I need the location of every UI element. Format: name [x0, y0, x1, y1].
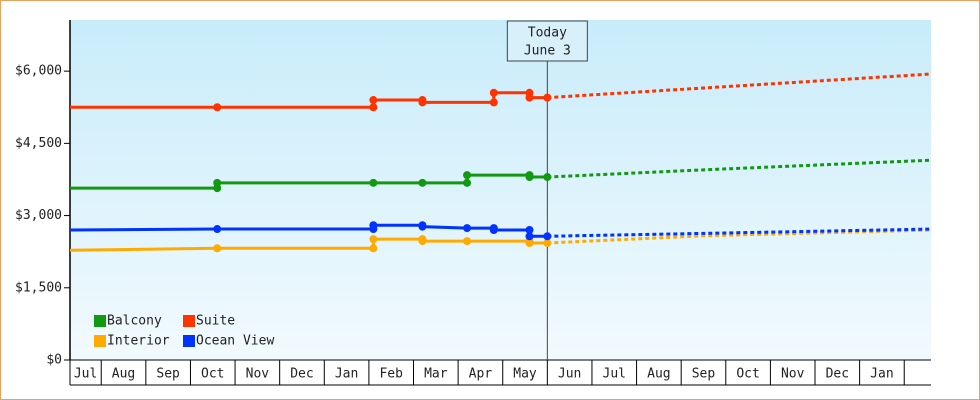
- legend-swatch: [94, 335, 106, 347]
- x-tick-label: Feb: [379, 367, 403, 382]
- y-tick-label: $3,000: [15, 208, 62, 223]
- legend-label: Suite: [196, 314, 235, 329]
- point: [213, 103, 222, 112]
- legend-swatch: [94, 315, 106, 327]
- point: [369, 221, 378, 230]
- x-tick-label: Dec: [826, 367, 849, 382]
- point: [543, 232, 552, 241]
- forecast-line: [547, 227, 932, 238]
- x-tick-label: Jan: [870, 367, 893, 382]
- today-label: Today: [528, 26, 567, 41]
- point: [463, 178, 472, 187]
- legend-label: Interior: [107, 334, 170, 349]
- point: [369, 178, 378, 187]
- point: [525, 232, 534, 241]
- x-tick-label: Apr: [469, 367, 493, 382]
- x-tick-label: Jul: [603, 367, 626, 382]
- y-tick-label: $1,500: [15, 280, 62, 295]
- legend-label: Ocean View: [196, 334, 274, 349]
- x-tick-label: Sep: [156, 367, 180, 382]
- point: [213, 244, 222, 253]
- today-date: June 3: [524, 44, 571, 59]
- x-tick-label: Jan: [335, 367, 358, 382]
- forecast-line: [547, 72, 932, 100]
- x-tick-label: Dec: [290, 367, 313, 382]
- y-tick-label: $4,500: [15, 136, 62, 151]
- point: [489, 88, 498, 97]
- point: [489, 98, 498, 107]
- point: [213, 225, 222, 234]
- legend-swatch: [183, 335, 195, 347]
- y-tick-label: $6,000: [15, 64, 62, 79]
- point: [543, 93, 552, 102]
- x-tick-label: May: [513, 367, 537, 382]
- x-tick-label: Nov: [246, 367, 270, 382]
- point: [489, 226, 498, 235]
- point: [369, 96, 378, 105]
- x-tick-label: Mar: [424, 367, 448, 382]
- point: [525, 93, 534, 102]
- point: [418, 178, 427, 187]
- point: [213, 178, 222, 187]
- x-tick-label: Oct: [201, 367, 224, 382]
- legend-label: Balcony: [107, 314, 162, 329]
- x-tick-label: Sep: [692, 367, 716, 382]
- x-tick-label: Oct: [736, 367, 759, 382]
- x-tick-label: Aug: [647, 367, 670, 382]
- x-tick-label: Jul: [74, 367, 97, 382]
- point: [418, 222, 427, 231]
- point: [369, 244, 378, 253]
- point: [369, 103, 378, 112]
- point: [418, 98, 427, 107]
- today-box: [506, 20, 588, 62]
- point: [463, 171, 472, 180]
- legend-swatch: [183, 315, 195, 327]
- point: [369, 235, 378, 244]
- plot-background: [70, 20, 931, 360]
- x-tick-label: Jun: [558, 367, 581, 382]
- point: [463, 237, 472, 246]
- x-tick-label: Nov: [781, 367, 805, 382]
- point: [418, 237, 427, 246]
- point: [525, 239, 534, 248]
- forecast-line: [547, 228, 932, 245]
- point: [525, 173, 534, 182]
- y-tick-label: $0: [46, 353, 62, 368]
- point: [525, 226, 534, 235]
- point: [543, 173, 552, 182]
- x-tick-label: Aug: [112, 367, 135, 382]
- point: [543, 239, 552, 248]
- point: [463, 224, 472, 233]
- forecast-line: [547, 158, 932, 179]
